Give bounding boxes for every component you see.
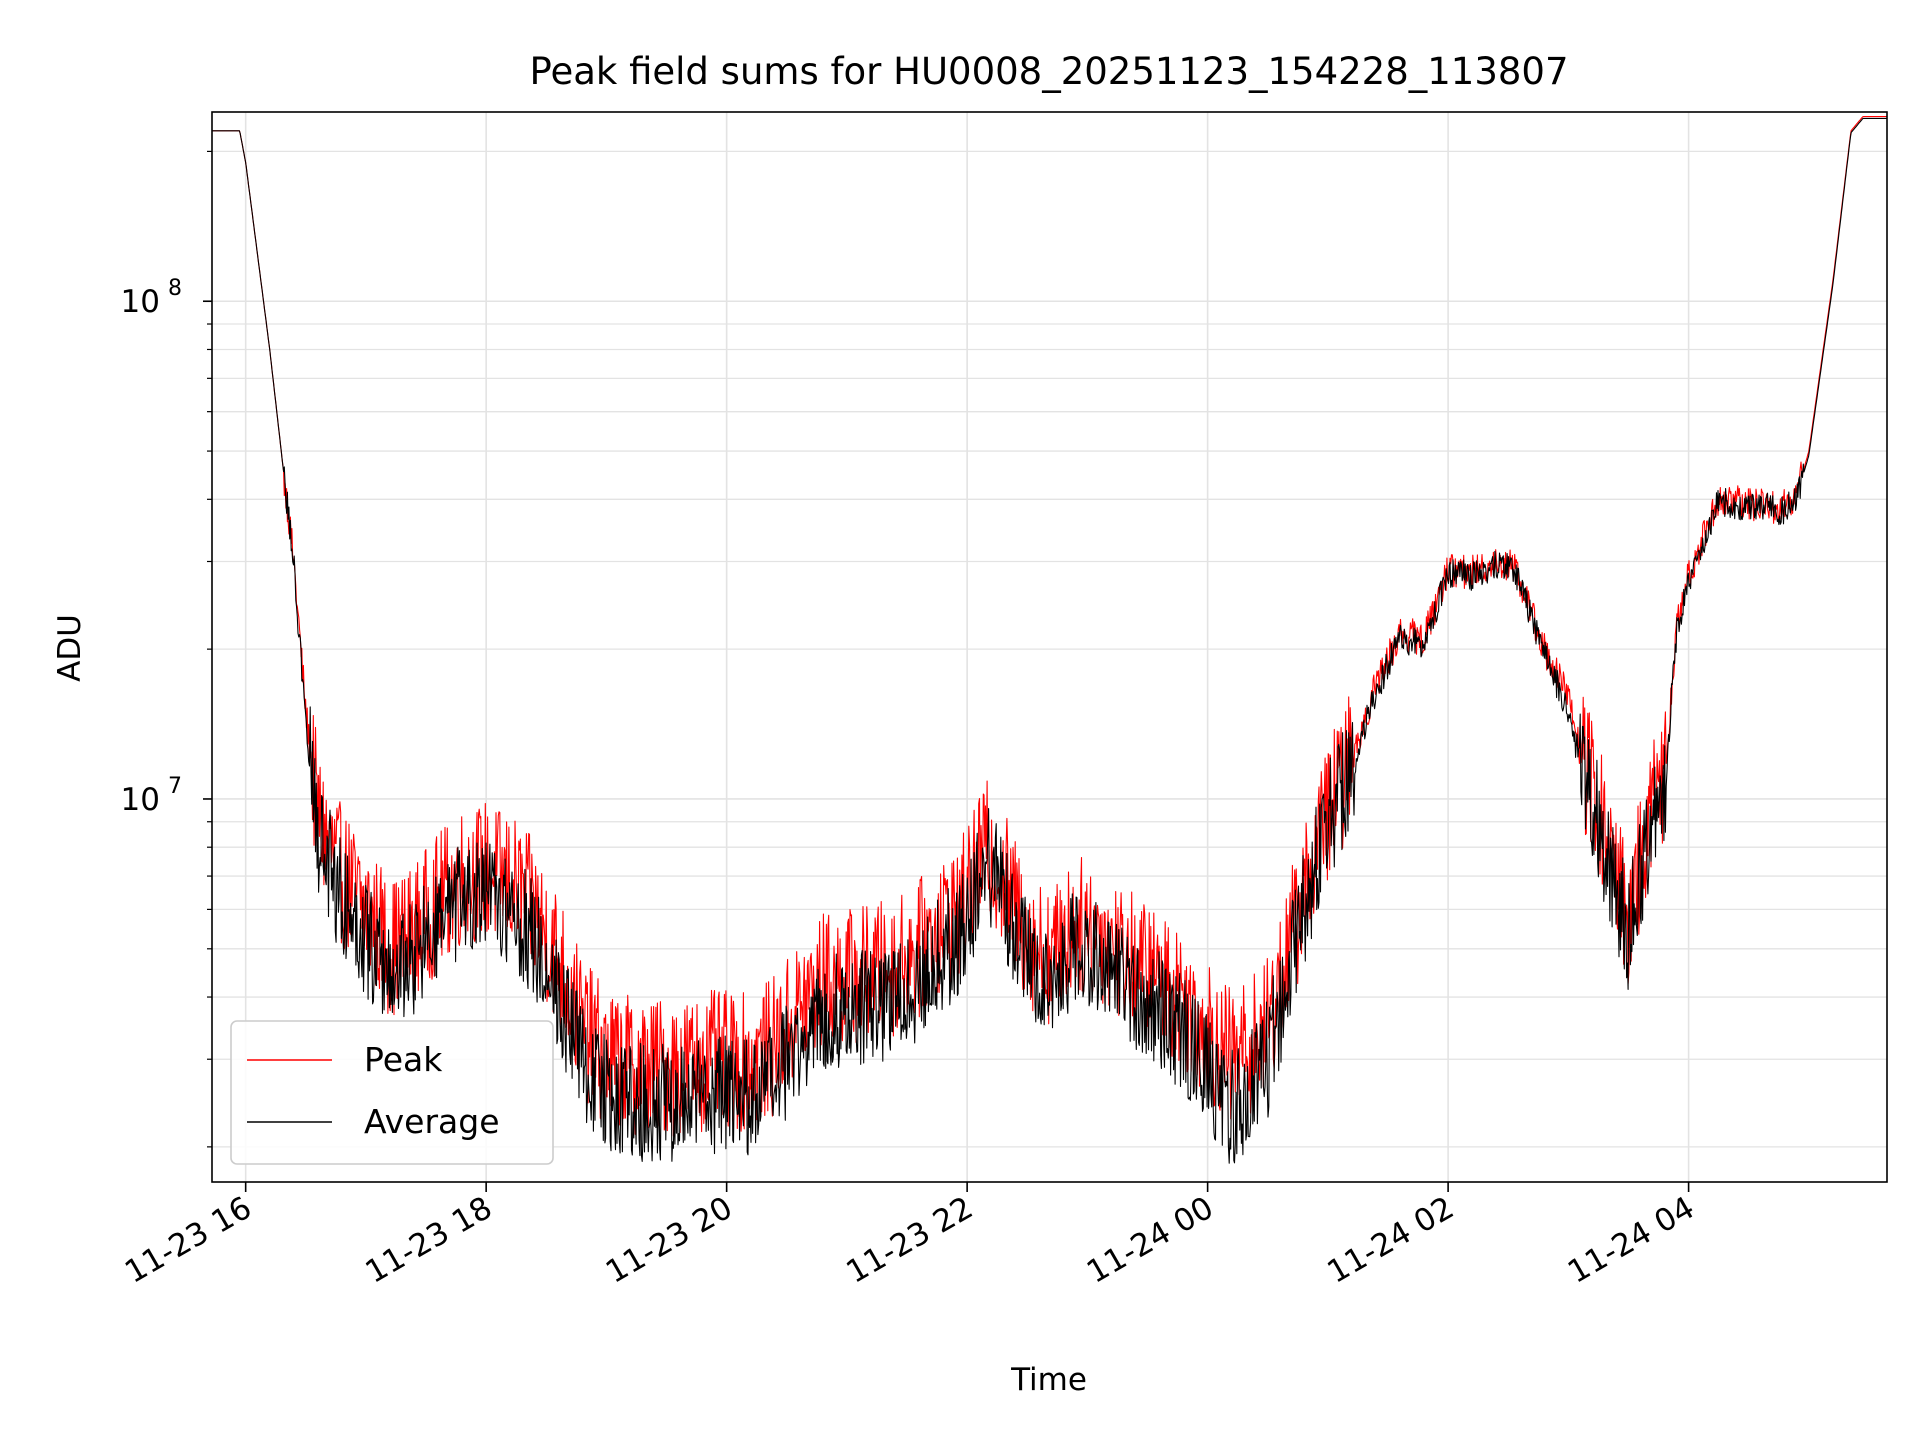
y-tick-label: 10 — [121, 782, 160, 818]
legend-box — [230, 1020, 554, 1165]
y-tick-label-base: 10 — [121, 782, 160, 818]
y-tick-label-exponent: 8 — [168, 276, 182, 301]
series-line-average — [212, 117, 1887, 1164]
y-tick-label: 10 — [121, 284, 160, 320]
y-tick-label-base: 10 — [121, 284, 160, 320]
series-group — [212, 116, 1887, 1164]
grid — [212, 112, 1887, 1182]
y-tick-label-exponent: 7 — [168, 774, 182, 799]
x-axis-label: Time — [1010, 1362, 1087, 1398]
chart-title: Peak field sums for HU0008_20251123_1542… — [529, 50, 1568, 93]
legend-label-average: Average — [364, 1102, 500, 1141]
legend-label-peak: Peak — [364, 1040, 443, 1079]
legend: Peak Average — [230, 1020, 554, 1165]
y-axis-label: ADU — [52, 614, 88, 682]
y-axis-ticks: 10 7 10 8 — [121, 150, 212, 1148]
plot-frame — [211, 111, 1888, 1183]
